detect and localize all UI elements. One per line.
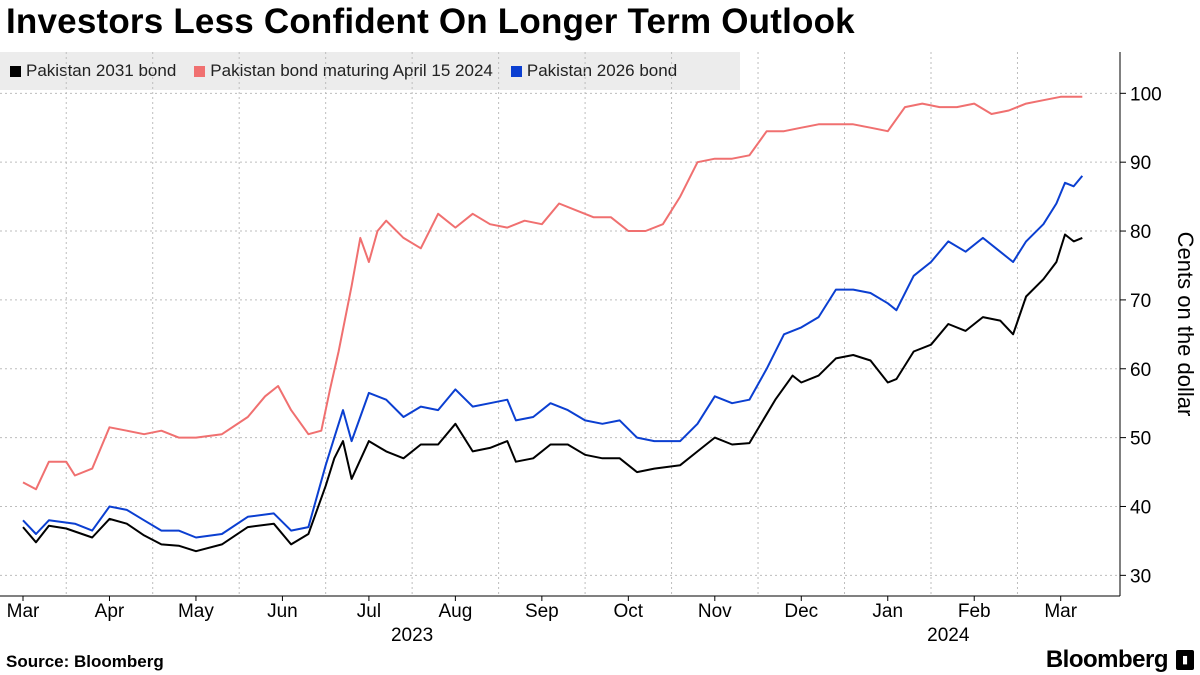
legend-item-2031[interactable]: Pakistan 2031 bond (10, 61, 176, 81)
series-lines (22, 95, 1084, 553)
x-tick-label-0: Mar (7, 601, 40, 622)
x-tick-label-2: May (178, 601, 214, 622)
y-axis-title: Cents on the dollar (1173, 232, 1198, 417)
axis-labels: 30 40 50 60 70 80 90 100 Mar Apr May Jun Jul Aug Sep Oc… (7, 84, 1198, 646)
legend-item-2026[interactable]: Pakistan 2026 bond (510, 61, 678, 81)
axes (0, 52, 1126, 601)
legend-label-2031: Pakistan 2031 bond (26, 61, 177, 80)
year-label-0: 2023 (391, 625, 433, 646)
series-line-2 (22, 175, 1084, 539)
y-tick-label-40: 40 (1130, 497, 1151, 518)
legend-label-2024: Pakistan bond maturing April 15 2024 (210, 61, 493, 80)
year-label-1: 2024 (927, 625, 970, 646)
y-tick-label-100: 100 (1130, 84, 1162, 105)
series-line-1 (22, 95, 1083, 491)
y-tick-label-30: 30 (1130, 566, 1151, 587)
x-tick-label-6: Sep (525, 601, 559, 622)
brand-logo: Bloomberg (1045, 646, 1169, 673)
source-note: Source: Bloomberg (6, 652, 164, 671)
legend-swatch-2024 (194, 65, 206, 77)
x-tick-label-12: Mar (1044, 601, 1077, 622)
grid-lines (0, 52, 1120, 596)
x-tick-label-5: Aug (438, 601, 472, 622)
legend-swatch-2031 (10, 65, 21, 77)
x-tick-label-10: Jan (872, 601, 903, 622)
x-tick-label-11: Feb (958, 601, 991, 622)
y-tick-label-80: 80 (1130, 222, 1151, 243)
legend-swatch-2026 (510, 65, 522, 77)
y-tick-label-60: 60 (1130, 360, 1151, 381)
y-tick-label-90: 90 (1130, 153, 1151, 174)
legend: Pakistan 2031 bond Pakistan bond maturin… (0, 52, 740, 90)
series-line-0 (22, 233, 1083, 553)
bloomberg-mark-icon: ▮ (1176, 650, 1194, 670)
x-tick-label-9: Dec (784, 601, 818, 622)
x-tick-label-3: Jun (267, 601, 298, 622)
chart-title: Investors Less Confident On Longer Term … (6, 2, 855, 41)
y-tick-label-70: 70 (1130, 291, 1151, 312)
x-tick-label-1: Apr (95, 601, 125, 622)
legend-label-2026: Pakistan 2026 bond (526, 61, 678, 80)
x-tick-label-8: Nov (698, 601, 732, 622)
legend-item-2024[interactable]: Pakistan bond maturing April 15 2024 (194, 61, 493, 81)
x-tick-label-4: Jul (357, 601, 381, 622)
x-tick-label-7: Oct (614, 601, 644, 622)
y-tick-label-50: 50 (1130, 429, 1151, 450)
